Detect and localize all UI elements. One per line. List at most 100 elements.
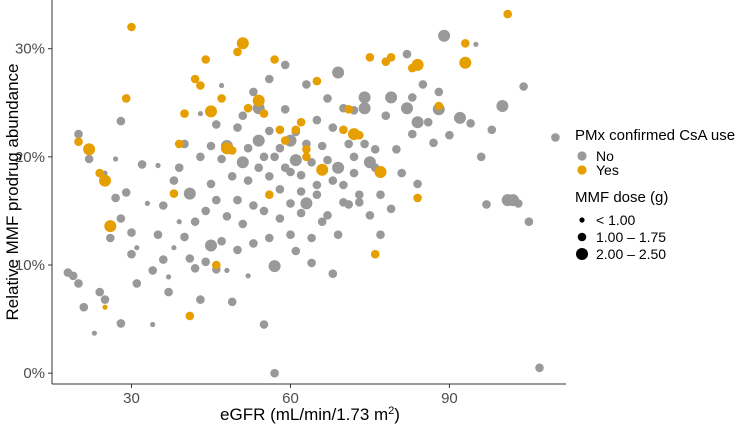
- data-point-no: [496, 100, 509, 112]
- data-point-yes: [252, 94, 265, 107]
- data-point-no: [206, 141, 216, 151]
- data-point-no: [551, 133, 560, 142]
- data-point-no: [408, 129, 417, 139]
- data-point-no: [196, 152, 205, 162]
- data-point-yes: [190, 74, 200, 84]
- data-point-no: [302, 80, 311, 89]
- data-point-no: [333, 230, 343, 239]
- data-point-no: [385, 91, 398, 104]
- series-no-points: [63, 29, 560, 378]
- data-point-no: [227, 172, 237, 181]
- data-point-no: [144, 200, 150, 206]
- data-point-yes: [227, 146, 237, 155]
- data-point-no: [227, 297, 237, 307]
- legend-label-large: 2.00 – 2.50: [596, 246, 666, 262]
- data-point-no: [155, 162, 161, 169]
- data-point-yes: [83, 143, 96, 156]
- y-tick-label: 10%: [15, 257, 45, 274]
- data-point-no: [197, 111, 203, 117]
- data-point-no: [275, 143, 285, 153]
- data-point-no: [166, 274, 172, 280]
- x-tick-label: 30: [123, 390, 140, 407]
- data-point-no: [106, 233, 115, 243]
- data-point-no: [535, 363, 544, 373]
- data-point-no: [270, 368, 279, 378]
- data-point-no: [180, 232, 189, 242]
- data-point-no: [265, 172, 274, 181]
- data-point-no: [323, 211, 332, 220]
- data-point-no: [514, 199, 523, 208]
- data-point-no: [245, 273, 251, 279]
- data-point-yes: [296, 117, 306, 127]
- data-point-no: [268, 260, 281, 273]
- data-point-no: [116, 319, 126, 328]
- data-point-no: [270, 152, 279, 162]
- data-point-no: [381, 111, 391, 120]
- data-point-no: [328, 269, 338, 279]
- data-point-no: [355, 198, 364, 207]
- data-point-no: [127, 228, 136, 237]
- data-point-yes: [374, 166, 387, 178]
- data-point-no: [358, 102, 371, 115]
- data-point-no: [349, 152, 359, 162]
- data-point-no: [482, 200, 491, 209]
- data-point-no: [259, 206, 269, 216]
- data-point-no: [206, 179, 216, 189]
- data-point-no: [137, 160, 147, 169]
- data-point-no: [185, 254, 195, 263]
- data-point-no: [349, 168, 359, 178]
- data-point-yes: [185, 311, 195, 321]
- data-point-no: [376, 230, 385, 239]
- data-point-yes: [127, 22, 136, 32]
- data-point-no: [233, 123, 242, 132]
- data-point-yes: [280, 136, 290, 145]
- data-point-no: [116, 116, 126, 126]
- data-point-yes: [205, 105, 217, 118]
- data-point-no: [466, 119, 475, 128]
- data-point-no: [74, 279, 83, 288]
- y-axis-title: Relative MMF prodrug abundance: [3, 63, 22, 320]
- data-point-no: [386, 204, 396, 214]
- data-point-yes: [196, 81, 205, 90]
- legend-key-large: [576, 248, 588, 260]
- data-point-no: [111, 193, 120, 203]
- data-point-yes: [102, 304, 108, 310]
- legend-key-medium: [577, 232, 587, 242]
- data-point-no: [323, 155, 332, 165]
- data-point-no: [280, 60, 290, 70]
- data-point-no: [323, 94, 332, 103]
- data-point-no: [238, 111, 248, 120]
- legend-key-no: [577, 151, 587, 161]
- data-point-no: [217, 236, 226, 246]
- data-point-no: [233, 245, 242, 255]
- data-point-no: [265, 74, 274, 84]
- data-point-no: [171, 245, 177, 251]
- series-yes-points: [74, 9, 512, 321]
- data-point-no: [445, 130, 454, 140]
- legend-label-no: No: [596, 148, 614, 164]
- x-tick-label: 60: [282, 390, 299, 407]
- data-point-no: [190, 264, 200, 273]
- data-point-no: [307, 258, 316, 268]
- data-point-no: [312, 190, 322, 199]
- data-point-no: [174, 163, 184, 172]
- data-point-no: [376, 190, 385, 199]
- data-point-no: [249, 201, 258, 210]
- data-point-no: [413, 179, 422, 189]
- data-point-no: [224, 267, 230, 273]
- data-point-no: [423, 117, 433, 127]
- data-point-no: [397, 168, 407, 178]
- data-point-yes: [174, 139, 184, 149]
- data-point-no: [212, 120, 221, 129]
- data-point-no: [243, 143, 253, 153]
- data-point-no: [434, 87, 444, 97]
- data-point-no: [328, 123, 338, 132]
- data-point-yes: [104, 220, 117, 233]
- data-point-no: [454, 111, 466, 124]
- data-point-yes: [291, 125, 301, 135]
- data-point-no: [312, 180, 322, 190]
- data-point-no: [344, 200, 354, 209]
- legend: PMx confirmed CsA use No Yes MMF dose (g…: [575, 127, 735, 262]
- data-point-no: [150, 321, 156, 328]
- data-point-no: [280, 105, 290, 114]
